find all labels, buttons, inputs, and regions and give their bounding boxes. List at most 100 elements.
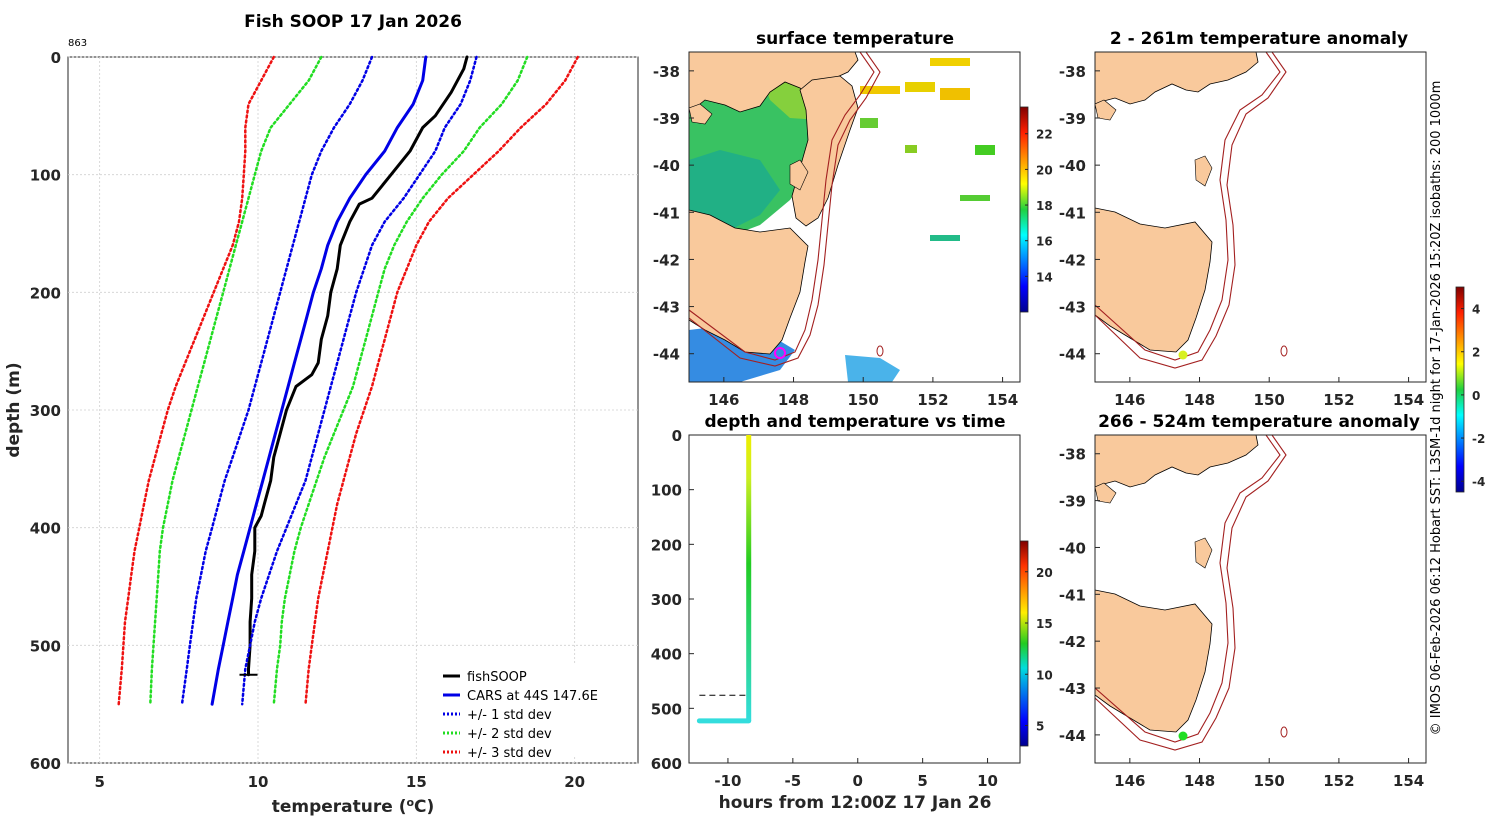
legend-label: CARS at 44S 147.6E [467,689,598,704]
colorbar-tick-label: 5 [1036,720,1044,734]
anomaly-upper-panel: 2 - 261m temperature anomaly 146 148 150 15… [1059,29,1427,409]
anomaly-lower-tick-labels: 146 148 150 152 154 -38 -39 -40 -41 -42 -43 -44 [1059,446,1424,790]
profile-ytick-label: 600 [30,755,61,773]
cast-id-label: 863 [68,38,87,49]
time-ytick-label: 400 [651,646,682,664]
colorbar-tick-label: 18 [1036,199,1053,213]
anomaly-upper-axes-box [1094,51,1427,383]
sst-title: surface temperature [756,29,954,49]
sst-map-content [689,52,995,382]
time-ytick-label: 500 [651,700,682,718]
profile-line-std2-hi [272,55,529,706]
colorbar-tick-label: 22 [1036,128,1053,142]
anomaly-colorbar-ticks: -4 -2 0 2 4 [1461,303,1485,489]
colorbar-tick-label: 20 [1036,163,1053,177]
map-xtick-label: 146 [708,391,739,409]
sst-land-mainland [689,52,859,113]
sst-seamount-isobath [876,345,884,357]
map-ytick-label: -41 [1059,204,1086,222]
profile-line-2-std-dev [149,55,323,706]
legend-label: fishSOOP [467,670,527,685]
profile-line-cars-at-44s-147-6e [210,55,428,706]
sst-east-patches [860,58,995,241]
profile-line-std1-hi [240,55,478,706]
map-ytick-label: -43 [1059,299,1086,317]
profile-ylabel: depth (m) [4,362,24,457]
map-ytick-label: -38 [1059,446,1086,464]
anomaly-upper-seamount [1280,345,1288,357]
profile-grid [68,56,638,764]
profile-ytick-label: 300 [30,402,61,420]
profile-ytick-label: 200 [30,284,61,302]
map-ytick-label: -40 [1059,157,1086,175]
profile-xtick-label: 5 [94,773,104,791]
sst-land-flinders [789,159,809,191]
time-title: depth and temperature vs time [705,412,1006,432]
map-xtick-label: 154 [1393,772,1424,790]
map-xtick-label: 152 [1323,772,1354,790]
anomaly-lower-isobath-200 [1095,435,1281,743]
legend-box [432,663,632,755]
map-ytick-label: -44 [653,346,680,364]
anomaly-upper-tick-labels: 146 148 150 152 154 -38 -39 -40 -41 -42 -43 -44 [1059,63,1424,409]
time-xtick-label: 5 [917,772,927,790]
map-ytick-label: -40 [653,157,680,175]
time-xtick-label: -5 [785,772,802,790]
anomaly-lower-isobath-1000 [1095,435,1287,751]
time-xtick-label: -10 [714,772,741,790]
map-xtick-label: 150 [848,391,879,409]
map-xtick-label: 154 [987,391,1018,409]
map-ytick-label: -38 [653,63,680,81]
map-xtick-label: 146 [1114,391,1145,409]
anomaly-lower-title: 266 - 524m temperature anomaly [1098,412,1420,432]
map-ytick-label: -44 [1059,727,1086,745]
anomaly-colorbar [1455,286,1465,493]
time-axes-box [688,434,1021,764]
map-ytick-label: -42 [1059,251,1086,269]
anomaly-lower-cast-marker [1178,731,1188,741]
time-panel: depth and temperature vs time -10 -5 0 5 100… [651,412,1053,813]
map-xtick-label: 152 [917,391,948,409]
time-ytick-label: 600 [651,755,682,773]
time-track-ascent-segment [746,435,752,721]
map-xtick-label: 148 [1184,772,1215,790]
profile-ytick-label: 500 [30,637,61,655]
anomaly-lower-land-king-island [1095,482,1117,504]
colorbar-tick-label: 14 [1036,270,1053,284]
credit-text: © IMOS 06-Feb-2026 06:12 Hobart SST: L3S… [1429,81,1444,736]
anomaly-lower-land-flinders [1194,537,1213,569]
map-xtick-label: 148 [1184,391,1215,409]
legend-label: +/- 2 std dev [467,727,552,742]
sst-land-tasmania [689,209,809,355]
map-ytick-label: -42 [1059,633,1086,651]
legend: fishSOOP CARS at 44S 147.6E +/- 1 std dev +… [432,663,632,761]
colorbar-tick-label: 0 [1472,389,1480,403]
profile-series [117,55,580,706]
map-ytick-label: -43 [1059,680,1086,698]
profile-ytick-label: 100 [30,167,61,185]
anomaly-lower-map [1095,435,1288,751]
map-ytick-label: -43 [653,299,680,317]
sst-tick-labels: 146 148 150 152 154 -38 -39 -40 -41 -42 -43 -44 [653,63,1018,409]
time-colorbar [1019,540,1029,747]
map-ytick-label: -39 [1059,110,1086,128]
map-xtick-label: 148 [778,391,809,409]
time-ytick-label: 100 [651,482,682,500]
sst-colorbar-ticks: 14 16 18 20 22 [1025,128,1053,284]
time-colorbar-ticks: 5 10 15 20 [1025,566,1053,734]
profile-line-3-std-dev [117,55,276,706]
anomaly-lower-axes-box [1094,434,1427,764]
sst-land-king-island [689,103,713,125]
map-ytick-label: -41 [1059,586,1086,604]
anomaly-upper-isobath-1000 [1095,52,1287,369]
sst-panel: surface temperature [653,29,1053,409]
anomaly-upper-land-mainland [1095,52,1259,105]
anomaly-upper-map [1095,52,1288,369]
anomaly-upper-land-king-island [1095,99,1117,121]
colorbar-tick-label: 20 [1036,566,1053,580]
colorbar-tick-label: -4 [1472,475,1485,489]
colorbar-tick-label: 2 [1472,346,1480,360]
colorbar-tick-label: -2 [1472,432,1485,446]
